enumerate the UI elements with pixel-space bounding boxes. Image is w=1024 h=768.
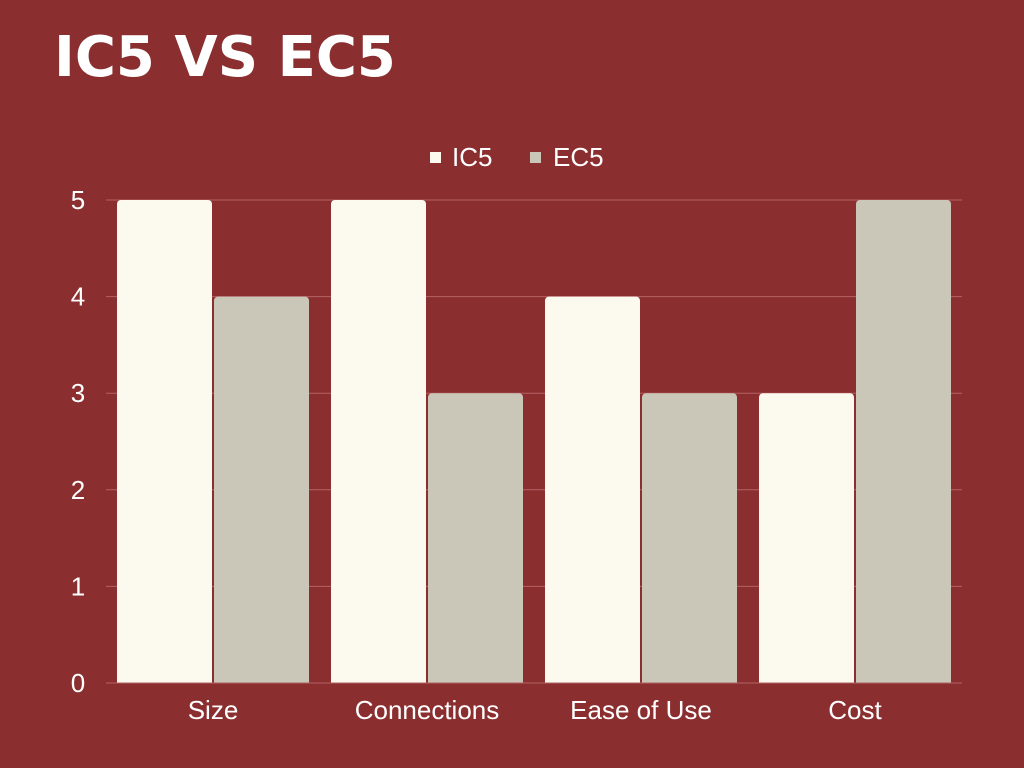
bar-ec5-connections — [428, 393, 523, 683]
x-tick-label: Ease of Use — [570, 695, 712, 725]
bar-ic5-ease-of-use — [545, 296, 640, 683]
y-tick-label: 0 — [71, 668, 85, 698]
page-title: IC5 VS EC5 — [54, 25, 396, 90]
x-tick-label: Size — [188, 695, 239, 725]
bar-base — [214, 677, 309, 683]
x-tick-label: Cost — [828, 695, 882, 725]
legend-swatch-ec5 — [530, 152, 541, 163]
bar-ec5-ease-of-use — [642, 393, 737, 683]
x-tick-label: Connections — [355, 695, 500, 725]
bar-base — [545, 677, 640, 683]
bar-base — [759, 677, 854, 683]
bar-base — [642, 677, 737, 683]
bar-base — [117, 677, 212, 683]
bar-ec5-cost — [856, 200, 951, 683]
y-tick-label: 5 — [71, 185, 85, 215]
legend-label-ic5: IC5 — [452, 142, 492, 172]
bar-ic5-cost — [759, 393, 854, 683]
bar-base — [856, 677, 951, 683]
bar-base — [331, 677, 426, 683]
bar-base — [428, 677, 523, 683]
legend-swatch-ic5 — [430, 152, 441, 163]
bar-ic5-connections — [331, 200, 426, 683]
y-tick-label: 2 — [71, 475, 85, 505]
bar-ec5-size — [214, 296, 309, 683]
bar-ic5-size — [117, 200, 212, 683]
y-tick-label: 4 — [71, 282, 85, 312]
y-tick-label: 3 — [71, 378, 85, 408]
y-tick-label: 1 — [71, 571, 85, 601]
legend-label-ec5: EC5 — [553, 142, 604, 172]
